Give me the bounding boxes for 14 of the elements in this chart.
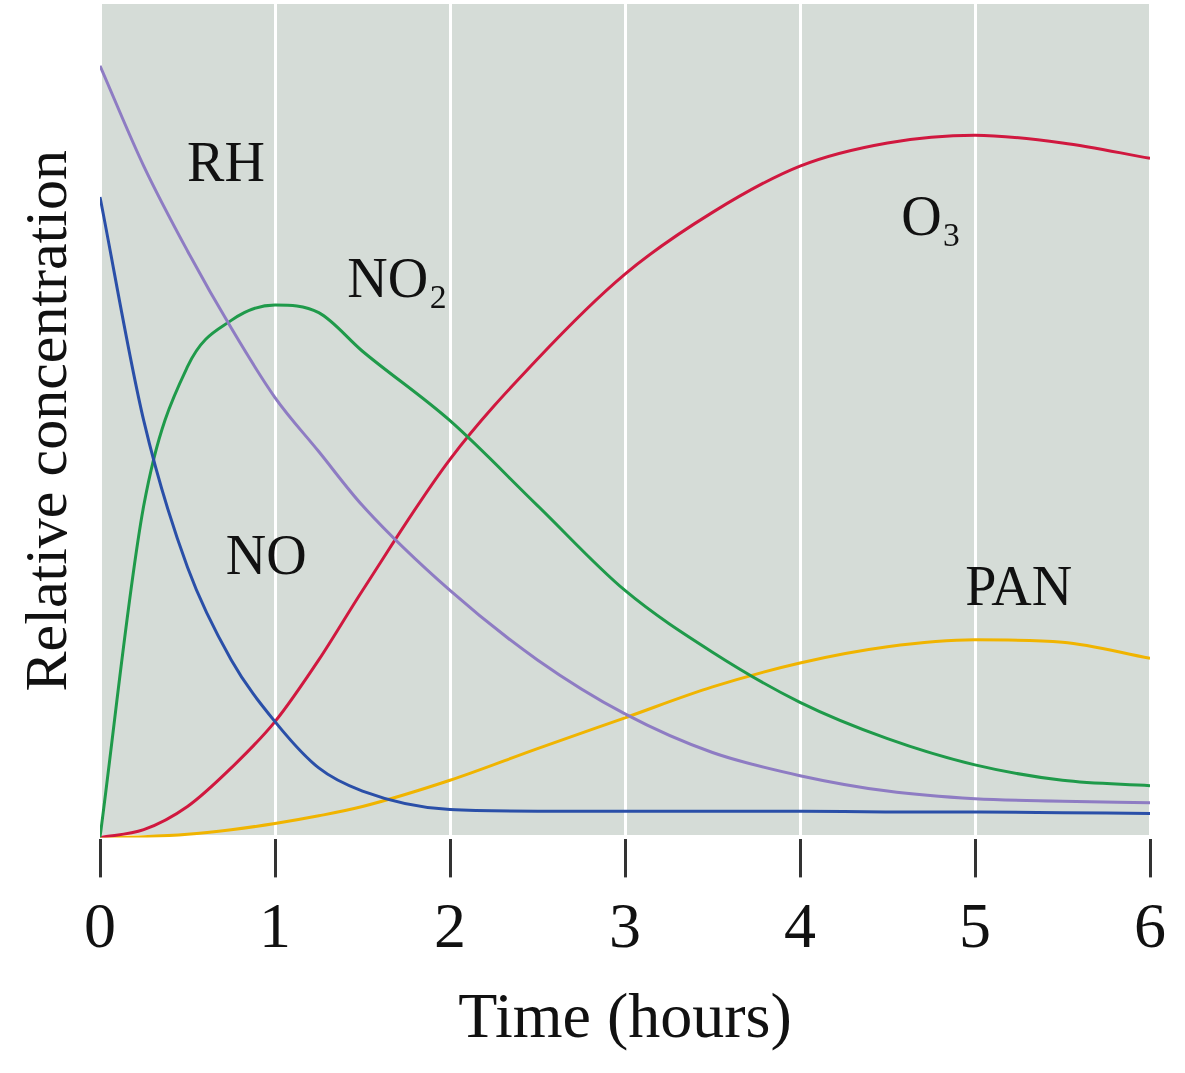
x-tick-label: 3 — [609, 889, 641, 961]
x-tick-label: 0 — [84, 889, 116, 961]
series-label: NO — [225, 524, 307, 587]
x-tick-label: 5 — [959, 889, 991, 961]
x-tick-label: 4 — [784, 889, 816, 961]
x-tick-label: 2 — [434, 889, 466, 961]
x-tick-label: 6 — [1134, 889, 1166, 961]
x-tick-label: 1 — [259, 889, 291, 961]
series-label: O₃ — [901, 184, 962, 247]
series-label: PAN — [965, 555, 1073, 618]
x-axis-title: Time (hours) — [458, 980, 792, 1052]
y-axis-title: Relative concentration — [12, 149, 79, 692]
series-label: RH — [187, 130, 265, 193]
series-label: NO₂ — [347, 246, 448, 309]
